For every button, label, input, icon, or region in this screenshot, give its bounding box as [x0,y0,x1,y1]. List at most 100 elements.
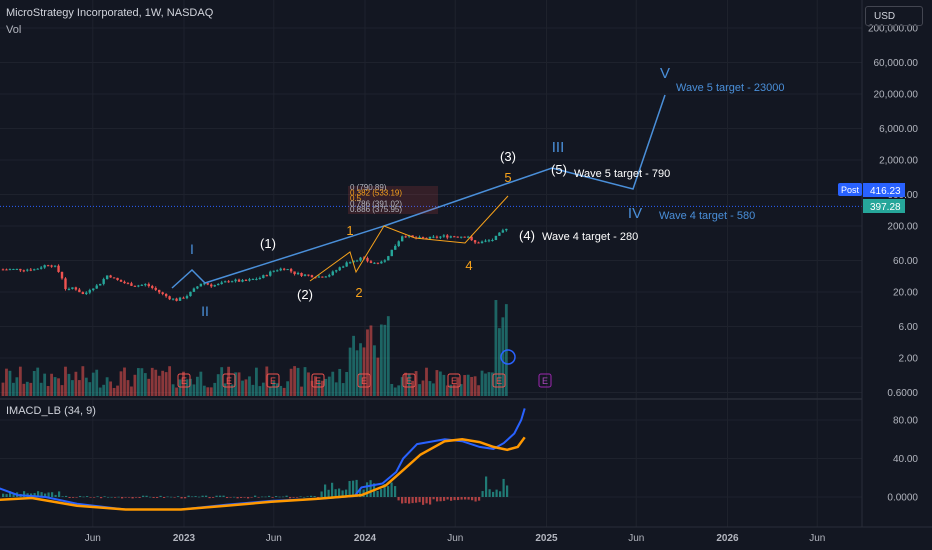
earnings-marker [177,373,191,388]
macd-histogram-bar [506,485,509,497]
macd-histogram-bar [44,493,47,497]
macd-histogram-bar [261,496,264,498]
macd-histogram-bar [219,495,222,497]
price-candle [331,271,334,276]
price-candle [269,271,272,276]
macd-histogram-bar [296,497,299,498]
price-candle [192,288,196,292]
price-candle [317,276,321,278]
earnings-marker [311,373,325,388]
price-candle [314,277,317,279]
macd-histogram-bar [411,497,414,504]
x-tick-label: 2026 [716,533,739,544]
volume-bar [185,379,189,396]
macd-histogram-bar [156,497,159,498]
volume-bar [130,386,133,396]
volume-bar [189,378,192,396]
macd-histogram-bar [401,497,404,504]
volume-bar [227,366,231,396]
volume-bar [143,373,147,396]
macd-histogram-bar [345,489,348,497]
volume-bar [407,373,411,396]
macd-histogram-bar [226,497,229,499]
volume-bar [452,384,456,396]
volume-bar [275,383,279,396]
macd-histogram-bar [117,496,120,498]
x-tick-label: 2024 [354,533,377,544]
macd-histogram-bar [292,497,295,498]
currency-button[interactable]: USD [865,6,923,26]
volume-bar [5,368,8,396]
volume-bar [53,377,57,396]
price-candle [123,281,126,284]
price-candle [60,271,64,279]
y-tick-label: 60,000.00 [874,58,919,69]
volume-bar [12,382,15,396]
macd-histogram-bar [383,484,386,497]
macd-histogram-bar [23,491,26,497]
volume-bar [487,372,491,396]
price-candle [8,269,12,271]
macd-histogram-bar [163,497,166,498]
post-tag [838,183,862,196]
x-tick-label: Jun [266,533,282,544]
volume-bar [272,381,276,396]
macd-histogram-bar [222,495,225,497]
price-candle [102,279,105,284]
price-candle [418,237,421,239]
volume-bar [43,373,47,396]
macd-histogram-bar [236,497,239,499]
macd-histogram-bar [268,495,271,497]
price-candle [248,279,251,281]
volume-bar [206,387,210,396]
macd-histogram-bar [54,494,57,497]
price-candle [161,292,164,294]
price-candle [137,285,140,287]
macd-histogram-bar [47,492,50,497]
price-candle [210,284,213,287]
volume-bar [168,366,172,396]
price-candle [244,279,248,281]
price-candle [199,283,203,287]
y-tick-label: 0.0000 [887,493,918,504]
y-tick-label: 0.6000 [887,388,918,399]
volume-bar [463,375,467,396]
volume-bar [414,371,418,396]
macd-histogram-bar [65,495,68,497]
volume-bar [400,377,404,396]
volume-bar [164,372,168,396]
price-candle [484,240,487,242]
price-candle [348,262,352,264]
macd-histogram-bar [205,495,208,497]
volume-bar [154,369,158,396]
fib-level-label: 0.886 (375.95) [350,205,402,214]
price-candle [220,282,223,284]
volume-bar [64,366,67,396]
volume-bar [67,373,71,396]
macd-histogram-bar [121,497,124,499]
x-tick-label: Jun [85,533,101,544]
post-tag-label: Post [841,185,860,195]
price-candle [116,277,119,281]
volume-bar [268,386,272,396]
price-candle [373,262,376,264]
macd-histogram-bar [439,497,442,502]
x-tick-label: Jun [628,533,644,544]
volume-bar [157,375,161,396]
volume-bar [491,372,494,396]
price-candle [112,277,116,279]
macd-histogram-bar [124,497,127,498]
price-candle [470,236,473,241]
symbol-title: MicroStrategy Incorporated, 1W, NASDAQ [6,7,214,19]
volume-bar [307,372,310,396]
volume-bar [161,370,165,396]
last-price-value: 397.28 [870,202,901,213]
volume-bar [234,372,237,396]
price-candle [359,257,362,261]
price-candle [505,228,508,231]
earnings-marker [447,373,461,388]
price-candle [466,236,470,238]
price-candle [140,284,144,286]
